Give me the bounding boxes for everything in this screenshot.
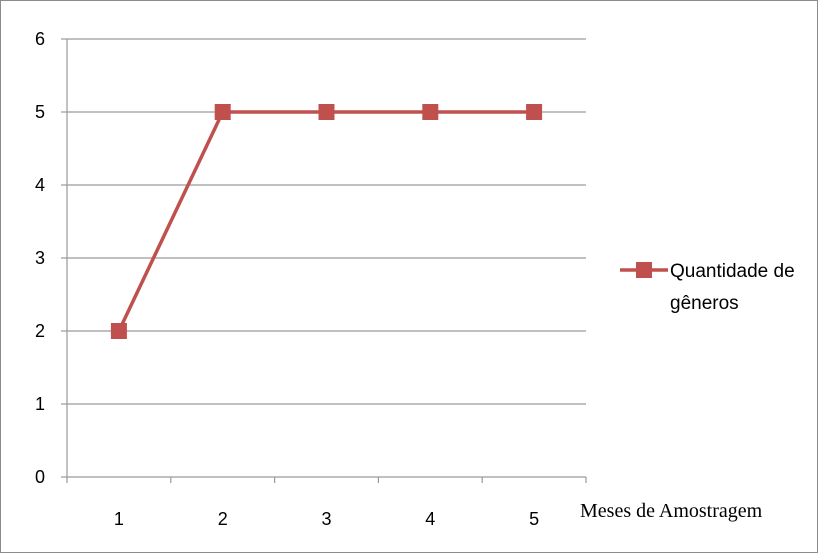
data-point-marker	[214, 104, 231, 120]
x-tick-label: 5	[529, 509, 539, 529]
x-tick-label: 1	[114, 509, 124, 529]
x-tick-label: 3	[321, 509, 331, 529]
data-point-marker	[318, 104, 335, 120]
x-tick-label: 4	[425, 509, 435, 529]
data-point-marker	[110, 323, 127, 339]
legend: Quantidade de gêneros	[620, 261, 795, 314]
gridlines	[67, 38, 586, 405]
series-group	[110, 104, 543, 339]
axes	[61, 38, 587, 483]
y-tick-label: 2	[35, 321, 45, 341]
y-tick-label: 1	[35, 394, 45, 414]
x-axis-title: Meses de Amostragem	[580, 500, 763, 522]
y-tick-label: 0	[35, 467, 45, 487]
data-point-marker	[526, 104, 543, 120]
y-tick-label: 5	[35, 102, 45, 122]
legend-label-line-1: Quantidade de	[670, 261, 795, 282]
legend-marker	[636, 262, 652, 278]
x-axis-tick-labels: 1 2 3 4 5	[114, 509, 539, 529]
series-line	[117, 110, 535, 332]
y-tick-label: 6	[35, 29, 45, 49]
y-axis-tick-labels: 0 1 2 3 4 5 6	[35, 29, 45, 487]
legend-label-line-2: gêneros	[670, 293, 739, 314]
y-tick-label: 4	[35, 175, 45, 195]
data-point-marker	[422, 104, 439, 120]
y-tick-label: 3	[35, 248, 45, 268]
x-tick-label: 2	[218, 509, 228, 529]
